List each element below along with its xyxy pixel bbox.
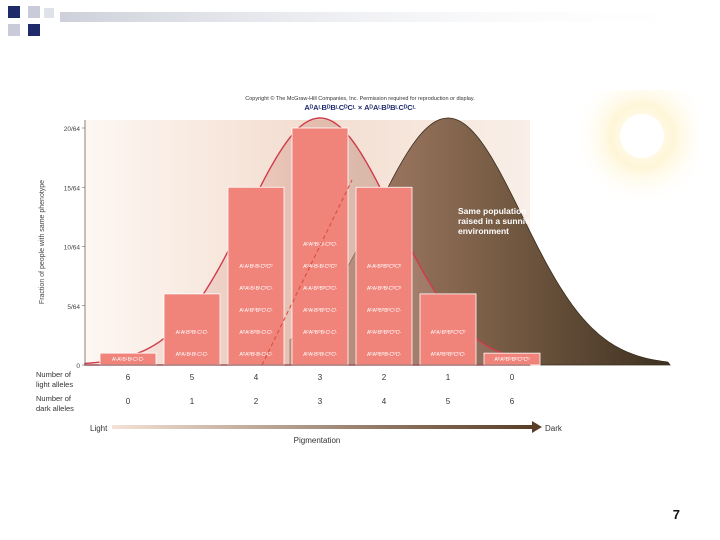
page-number: 7 bbox=[672, 507, 680, 522]
genotype-label: AᴰAᴰBᴰBᴰCᴰCᴰ bbox=[494, 357, 530, 363]
allele-count-labels: 6 0 5 1 4 2 3 3 2 4 1 5 0 6 bbox=[126, 373, 515, 406]
sunnier-annotation: Same population raised in a sunnier envi… bbox=[458, 206, 536, 236]
light-allele-count: 3 bbox=[318, 373, 323, 382]
genotype-label: AᴸAᴸBᴰBᴰCᴰCᴸ bbox=[303, 286, 337, 292]
copyright-line: Copyright © The McGraw-Hill Companies, I… bbox=[245, 95, 475, 102]
decorative-header-squares bbox=[8, 6, 720, 36]
y-tick-labels: 0 5/64 10/64 15/64 20/64 bbox=[64, 126, 85, 370]
dark-allele-count: 1 bbox=[190, 397, 195, 406]
light-allele-count: 4 bbox=[254, 373, 259, 382]
parent-cross: AᴰAᴸBᴰBᴸCᴰCᴸ × AᴰAᴸBᴰBᴸCᴰCᴸ bbox=[304, 103, 415, 112]
genotype-label: AᴰAᴸBᴸBᴸCᴰCᴰ bbox=[303, 264, 337, 270]
bar-3-light bbox=[291, 127, 349, 366]
pigmentation-figure: Copyright © The McGraw-Hill Companies, I… bbox=[36, 90, 700, 445]
light-label: Light bbox=[90, 424, 108, 433]
genotype-bars: AᴸAᴸBᴸBᴸCᴸCᴸ AᴰAᴸBᴸBᴸCᴸCᴸ AᴸAᴸBᴰBᴸCᴸCᴸ AᴰAᴰ… bbox=[99, 127, 541, 366]
pigmentation-arrow bbox=[112, 425, 532, 429]
y-tick-label: 10/64 bbox=[64, 245, 81, 252]
y-tick-label: 20/64 bbox=[64, 126, 81, 133]
genotype-label: AᴰAᴸBᴰBᴸCᴸCᴸ bbox=[239, 330, 272, 336]
light-allele-count: 0 bbox=[510, 373, 515, 382]
light-allele-count: 2 bbox=[382, 373, 387, 382]
genotype-label: AᴰAᴰBᴸBᴸCᴸCᴸ bbox=[239, 352, 272, 358]
bar-5-light bbox=[163, 293, 221, 366]
genotype-label: AᴰAᴸBᴰBᴸCᴰCᴸ bbox=[303, 352, 337, 358]
y-tick-label: 5/64 bbox=[67, 304, 80, 311]
light-allele-row-label: Number of light alleles bbox=[36, 370, 73, 389]
pigmentation-arrowhead bbox=[532, 421, 542, 433]
dashed-shift-line bbox=[261, 179, 353, 366]
dark-allele-count: 2 bbox=[254, 397, 259, 406]
dark-allele-count: 3 bbox=[318, 397, 323, 406]
light-allele-count: 1 bbox=[446, 373, 451, 382]
light-allele-count: 6 bbox=[126, 373, 131, 382]
dark-allele-count: 5 bbox=[446, 397, 451, 406]
bar-2-light bbox=[355, 186, 413, 366]
genotype-label: AᴸAᴸBᴰBᴰCᴰCᴰ bbox=[367, 264, 402, 270]
dark-label: Dark bbox=[545, 424, 563, 433]
pigmentation-label: Pigmentation bbox=[294, 436, 341, 445]
genotype-label: AᴰAᴰBᴰBᴰCᴰCᴸ bbox=[431, 352, 466, 358]
genotype-label: AᴸAᴸBᴸBᴸCᴰCᴰ bbox=[239, 264, 273, 270]
genotype-label: AᴰAᴸBᴰBᴰCᴸCᴸ bbox=[303, 308, 337, 314]
genotype-label: AᴰAᴸBᴸBᴸCᴸCᴸ bbox=[176, 352, 209, 358]
sun-core bbox=[620, 114, 664, 158]
genotype-label: AᴰAᴰBᴰBᴸCᴰCᴸ bbox=[367, 352, 401, 358]
y-axis-label: Fraction of people with same phenotype bbox=[39, 180, 46, 304]
bar-1-light bbox=[419, 293, 477, 366]
light-allele-count: 5 bbox=[190, 373, 195, 382]
genotype-label: AᴸAᴸBᴰBᴰCᴸCᴸ bbox=[239, 308, 272, 314]
genotype-label: AᴰAᴰBᴰBᴰCᴸCᴸ bbox=[367, 308, 401, 314]
genotype-label: AᴰAᴸBᴸBᴸCᴰCᴸ bbox=[239, 286, 272, 292]
genotype-label: AᴰAᴰBᴰBᴸCᴸCᴸ bbox=[303, 330, 337, 336]
dark-allele-count: 4 bbox=[382, 397, 387, 406]
dark-allele-row-label: Number of dark alleles bbox=[36, 394, 74, 413]
y-tick-label: 15/64 bbox=[64, 185, 81, 192]
genotype-label: AᴰAᴸBᴰBᴰCᴰCᴸ bbox=[367, 330, 401, 336]
genotype-label: AᴸAᴸBᴰBᴸCᴸCᴸ bbox=[176, 330, 209, 336]
genotype-label: AᴰAᴸBᴰBᴸCᴰCᴰ bbox=[367, 286, 402, 292]
genotype-label: AᴰAᴸBᴰBᴰCᴰCᴰ bbox=[431, 330, 466, 336]
y-tick-label: 0 bbox=[76, 363, 80, 370]
dark-allele-count: 0 bbox=[126, 397, 131, 406]
dark-allele-count: 6 bbox=[510, 397, 515, 406]
genotype-label: AᴸAᴸBᴸBᴸCᴸCᴸ bbox=[112, 357, 144, 363]
bar-4-light bbox=[227, 186, 285, 366]
